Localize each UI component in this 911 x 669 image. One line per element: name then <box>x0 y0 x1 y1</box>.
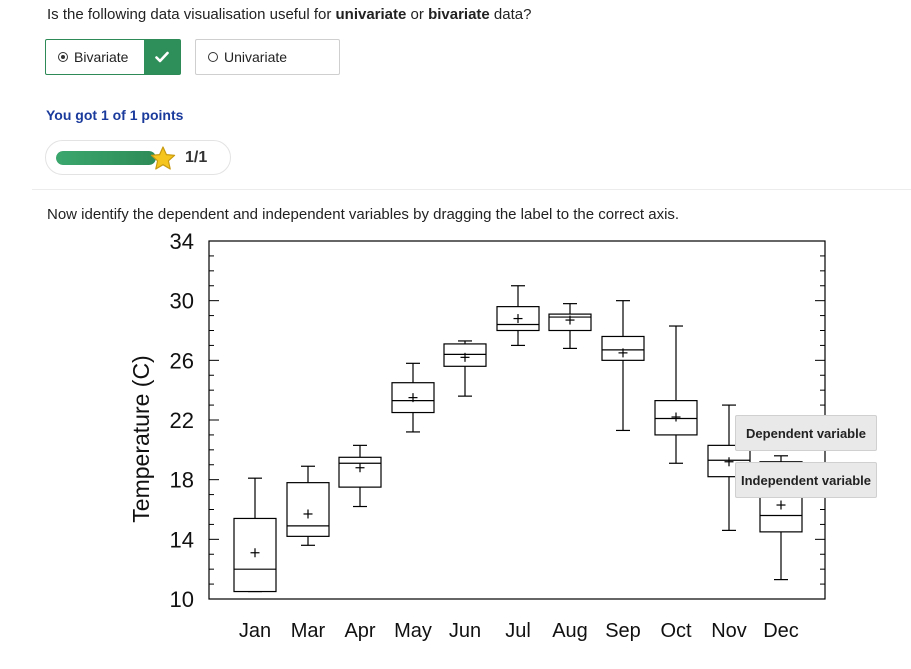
x-tick-label: Jan <box>239 620 271 642</box>
option-univariate-label: Univariate <box>224 49 288 65</box>
box-jul <box>496 285 540 347</box>
box-apr <box>338 444 382 508</box>
y-tick-label: 22 <box>170 408 194 433</box>
independent-variable-label[interactable]: Independent variable <box>735 462 877 498</box>
option-univariate[interactable]: Univariate <box>195 39 340 75</box>
box-mar <box>286 465 330 546</box>
box-may <box>391 362 435 433</box>
question-term-univariate: univariate <box>335 6 407 23</box>
x-tick-label: Sep <box>605 620 641 642</box>
option-bivariate[interactable]: Bivariate <box>45 39 181 75</box>
boxplot-chart: 10 14 18 22 26 30 34 Jan Mar Apr May Jun Jul Aug Sep O… <box>128 230 826 642</box>
y-tick-label: 10 <box>170 587 194 612</box>
progress-track <box>56 151 156 165</box>
box-oct <box>654 325 698 464</box>
x-tick-label: Aug <box>552 620 588 642</box>
question-middle: or <box>406 6 429 23</box>
progress-fill <box>56 151 156 165</box>
question-prefix: Is the following data visualisation usef… <box>47 6 336 23</box>
radio-selected-icon[interactable] <box>58 52 68 62</box>
x-tick-label: Dec <box>763 620 799 642</box>
x-tick-label: May <box>394 620 432 642</box>
instruction-text: Now identify the dependent and independe… <box>47 206 680 223</box>
y-tick-label: 18 <box>170 468 194 493</box>
check-icon <box>144 40 180 74</box>
score-text: You got 1 of 1 points <box>46 107 184 123</box>
box-jun <box>443 340 487 397</box>
boxes <box>233 285 803 593</box>
x-tick-label: Jul <box>505 620 531 642</box>
question-text: Is the following data visualisation usef… <box>47 6 531 23</box>
x-axis: Jan Mar Apr May Jun Jul Aug Sep Oct Nov Dec <box>239 620 799 642</box>
box-jan <box>233 477 277 593</box>
question-suffix: data? <box>489 6 532 23</box>
section-divider <box>32 189 911 190</box>
radio-unselected-icon[interactable] <box>208 52 218 62</box>
box-aug <box>548 303 592 350</box>
x-tick-label: Nov <box>711 620 747 642</box>
x-tick-label: Mar <box>291 620 326 642</box>
y-axis-label[interactable]: Temperature (C) <box>128 355 154 522</box>
progress-label: 1/1 <box>185 149 208 166</box>
y-tick-label: 34 <box>170 230 194 254</box>
option-bivariate-label: Bivariate <box>74 49 129 65</box>
x-tick-label: Oct <box>660 620 692 642</box>
question-term-bivariate: bivariate <box>428 6 490 23</box>
y-tick-label: 14 <box>170 527 194 552</box>
box-sep <box>601 300 645 432</box>
score-progress: 1/1 <box>45 140 231 175</box>
y-tick-label: 26 <box>170 348 194 373</box>
x-tick-label: Apr <box>344 620 375 642</box>
dependent-variable-label[interactable]: Dependent variable <box>735 415 877 451</box>
star-icon <box>150 146 176 170</box>
x-tick-label: Jun <box>449 620 481 642</box>
y-tick-label: 30 <box>170 289 194 314</box>
